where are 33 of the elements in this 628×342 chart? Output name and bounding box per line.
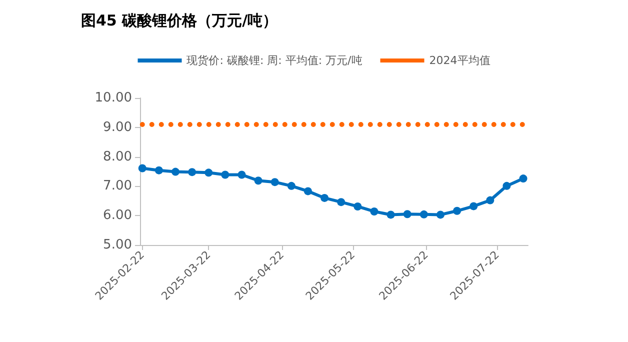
point	[204, 168, 213, 177]
point	[486, 196, 494, 204]
y-tick-label: 5.00	[103, 238, 132, 252]
point	[420, 210, 428, 218]
legend-label: 2024平均值	[429, 54, 490, 67]
y-tick-label: 6.00	[103, 208, 132, 224]
y-tick-label: 10.00	[94, 90, 132, 106]
point	[270, 178, 279, 186]
point	[436, 210, 444, 219]
point	[470, 202, 478, 210]
point	[519, 174, 528, 183]
point	[304, 187, 312, 196]
point	[221, 170, 230, 179]
point	[254, 176, 262, 185]
point	[403, 210, 412, 218]
point	[238, 170, 246, 179]
point	[171, 168, 180, 176]
y-tick-label: 7.00	[103, 178, 132, 194]
point	[138, 164, 146, 172]
point	[370, 207, 378, 216]
point	[502, 182, 511, 190]
point	[453, 206, 462, 215]
y-tick-label: 8.00	[103, 149, 132, 164]
legend-label: 现货价: 碳酸锂: 周: 平均值: 万元/吨	[186, 54, 362, 67]
point	[337, 198, 346, 206]
point	[188, 168, 196, 176]
point	[287, 182, 296, 190]
point	[320, 194, 329, 202]
y-tick-label: 9.00	[103, 120, 132, 135]
point	[154, 166, 163, 174]
chart-title: 图45 碳酸锂价格（万元/吨）	[81, 12, 278, 30]
point	[386, 210, 395, 219]
point	[354, 202, 362, 210]
